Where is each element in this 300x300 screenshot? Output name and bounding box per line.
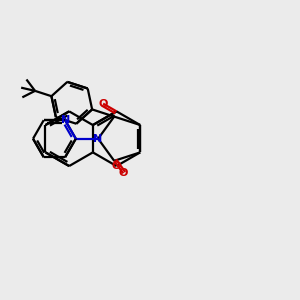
Text: N: N: [94, 134, 103, 144]
Text: N: N: [61, 115, 70, 125]
Text: O: O: [98, 99, 108, 109]
Text: O: O: [112, 161, 121, 171]
Text: O: O: [118, 168, 128, 178]
